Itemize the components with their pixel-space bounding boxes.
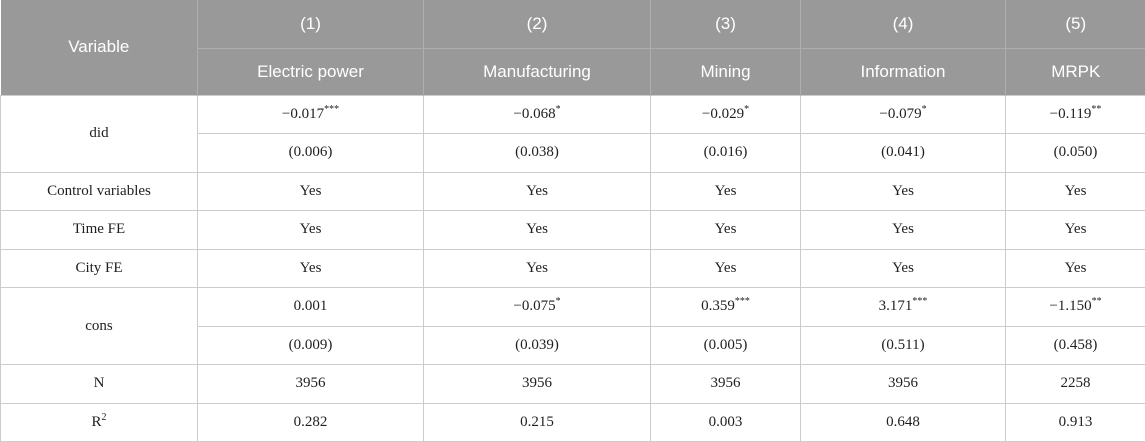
coef-value: 3.171: [878, 298, 913, 315]
cell-control-variables-2: Yes: [423, 171, 651, 211]
header-cell-model-3: (3): [650, 0, 801, 48]
row-time-fe: Time FE Yes Yes Yes Yes Yes: [0, 210, 1145, 250]
cell-did-coef-2: −0.068*: [423, 94, 651, 134]
row-label-r-squared: R2: [0, 402, 198, 442]
significance-stars: ***: [912, 296, 928, 308]
header-cell-mining: Mining: [650, 47, 801, 95]
cell-did-coef-4: −0.079*: [800, 94, 1006, 134]
cell-time-fe-5: Yes: [1005, 210, 1145, 250]
cell-city-fe-3: Yes: [650, 248, 801, 288]
cell-cons-coef-1: 0.001: [197, 287, 424, 327]
header-row-model-numbers: Variable (1) (2) (3) (4) (5): [0, 0, 1145, 95]
header-cell-mrpk: MRPK: [1005, 47, 1145, 95]
significance-stars: ***: [734, 296, 750, 308]
cell-control-variables-1: Yes: [197, 171, 424, 211]
cell-control-variables-5: Yes: [1005, 171, 1145, 211]
cell-r2-5: 0.913: [1005, 402, 1145, 442]
header-row-model-names: Electric power Manufacturing Mining Info…: [1, 47, 1145, 95]
row-label-did: did: [0, 94, 198, 173]
cell-r2-2: 0.215: [423, 402, 651, 442]
cell-n-2: 3956: [423, 364, 651, 404]
row-cons-standard-errors: (0.009) (0.039) (0.005) (0.511) (0.458): [1, 325, 1145, 365]
coef-value: −1.150: [1049, 298, 1092, 315]
row-did-standard-errors: (0.006) (0.038) (0.016) (0.041) (0.050): [1, 133, 1145, 173]
cell-time-fe-4: Yes: [800, 210, 1006, 250]
header-cell-model-2: (2): [423, 0, 651, 48]
row-label-control-variables: Control variables: [0, 171, 198, 211]
cell-cons-coef-5: −1.150**: [1005, 287, 1145, 327]
cell-cons-se-4: (0.511): [800, 325, 1006, 365]
cell-time-fe-3: Yes: [650, 210, 801, 250]
significance-stars: *: [921, 103, 927, 115]
cell-control-variables-3: Yes: [650, 171, 801, 211]
cell-r2-1: 0.282: [197, 402, 424, 442]
significance-stars: *: [555, 296, 561, 308]
cell-r2-3: 0.003: [650, 402, 801, 442]
cell-city-fe-4: Yes: [800, 248, 1006, 288]
cell-did-se-4: (0.041): [800, 133, 1006, 173]
cell-n-3: 3956: [650, 364, 801, 404]
significance-stars: **: [1091, 103, 1102, 115]
header-cell-model-1: (1): [197, 0, 424, 48]
row-control-variables: Control variables Yes Yes Yes Yes Yes: [0, 171, 1145, 211]
significance-stars: *: [744, 103, 750, 115]
cell-r2-4: 0.648: [800, 402, 1006, 442]
cell-did-se-2: (0.038): [423, 133, 651, 173]
header-cell-model-4: (4): [800, 0, 1006, 48]
coef-value: −0.079: [879, 105, 922, 122]
cell-did-coef-5: −0.119**: [1005, 94, 1145, 134]
cell-cons-se-1: (0.009): [197, 325, 424, 365]
cell-n-4: 3956: [800, 364, 1006, 404]
table-body: did −0.017*** −0.068* −0.029* −0.079* −0…: [0, 94, 1145, 442]
coef-value: 0.359: [701, 298, 735, 315]
cell-n-1: 3956: [197, 364, 424, 404]
cell-cons-se-5: (0.458): [1005, 325, 1145, 365]
cell-time-fe-2: Yes: [423, 210, 651, 250]
row-observations: N 3956 3956 3956 3956 2258: [0, 364, 1145, 404]
header-cell-electric-power: Electric power: [197, 47, 424, 95]
cell-city-fe-2: Yes: [423, 248, 651, 288]
row-city-fe: City FE Yes Yes Yes Yes Yes: [0, 248, 1145, 288]
row-cons-coefficients: cons 0.001 −0.075* 0.359*** 3.171*** −1.…: [0, 287, 1145, 365]
row-did-coefficients: did −0.017*** −0.068* −0.029* −0.079* −0…: [0, 94, 1145, 173]
header-cell-variable: Variable: [0, 0, 198, 95]
coef-value: 0.001: [293, 298, 328, 315]
cell-cons-se-2: (0.039): [423, 325, 651, 365]
coef-value: −0.119: [1049, 105, 1092, 122]
r-squared-base: R: [91, 413, 102, 430]
cell-did-se-3: (0.016): [650, 133, 801, 173]
row-r-squared: R2 0.282 0.215 0.003 0.648 0.913: [0, 402, 1145, 442]
significance-stars: ***: [324, 103, 340, 115]
cell-time-fe-1: Yes: [197, 210, 424, 250]
cell-cons-coef-3: 0.359***: [650, 287, 801, 327]
cell-did-coef-3: −0.029*: [650, 94, 801, 134]
header-cell-manufacturing: Manufacturing: [423, 47, 651, 95]
coef-value: −0.029: [701, 105, 745, 122]
row-label-city-fe: City FE: [0, 248, 198, 288]
header-cell-information: Information: [800, 47, 1006, 95]
cell-city-fe-1: Yes: [197, 248, 424, 288]
significance-stars: *: [555, 103, 561, 115]
cell-control-variables-4: Yes: [800, 171, 1006, 211]
cell-cons-coef-2: −0.075*: [423, 287, 651, 327]
cell-did-coef-1: −0.017***: [197, 94, 424, 134]
r-squared-exponent: 2: [101, 411, 107, 423]
cell-city-fe-5: Yes: [1005, 248, 1145, 288]
significance-stars: **: [1091, 296, 1102, 308]
cell-n-5: 2258: [1005, 364, 1145, 404]
coef-value: −0.017: [281, 105, 325, 122]
header-cell-model-5: (5): [1005, 0, 1145, 48]
table-header: Variable (1) (2) (3) (4) (5) Electric po…: [0, 0, 1145, 95]
coef-value: −0.075: [513, 298, 556, 315]
row-label-n: N: [0, 364, 198, 404]
cell-did-se-1: (0.006): [197, 133, 424, 173]
cell-cons-se-3: (0.005): [650, 325, 801, 365]
cell-did-se-5: (0.050): [1005, 133, 1145, 173]
cell-cons-coef-4: 3.171***: [800, 287, 1006, 327]
coef-value: −0.068: [513, 105, 556, 122]
row-label-cons: cons: [0, 287, 198, 365]
row-label-time-fe: Time FE: [0, 210, 198, 250]
